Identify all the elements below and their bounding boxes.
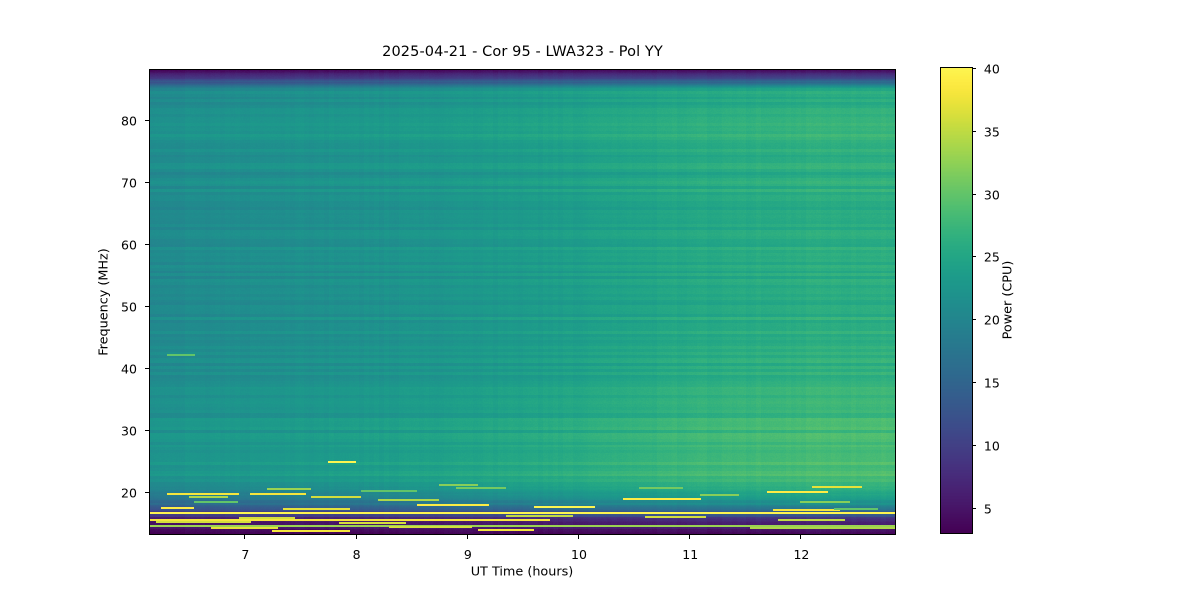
x-axis-label: UT Time (hours) (470, 564, 574, 580)
colorbar-tick: 30 (971, 187, 1000, 202)
page-title: 2025-04-21 - Cor 95 - LWA323 - Pol YY (382, 44, 663, 60)
colorbar-tick-label: 25 (983, 249, 1000, 265)
y-tick-label: 50 (121, 299, 137, 315)
colorbar-tick-label: 30 (983, 187, 1000, 203)
colorbar-tick-label: 10 (983, 438, 1000, 454)
colorbar-tick: 25 (971, 250, 1000, 265)
x-tick: 10 (571, 533, 587, 562)
x-tick-label: 12 (793, 546, 810, 562)
x-tick-label: 7 (241, 546, 250, 562)
y-tick: 60 (121, 237, 150, 252)
y-tick: 20 (121, 485, 150, 500)
colorbar-tick-label: 20 (983, 312, 1000, 328)
x-tick-label: 9 (463, 546, 472, 562)
spectrogram-image (149, 69, 895, 534)
y-tick-label: 30 (121, 423, 137, 439)
colorbar-tick: 15 (971, 376, 1000, 391)
y-tick-label: 20 (121, 485, 137, 501)
y-axis-label: Frequency (MHz) (96, 248, 112, 356)
colorbar-tick: 5 (971, 501, 992, 516)
y-tick-label: 60 (121, 237, 137, 253)
colorbar-tick: 40 (971, 61, 1000, 76)
x-tick: 11 (682, 533, 698, 562)
x-tick-label: 11 (682, 546, 699, 562)
y-tick: 80 (121, 113, 150, 128)
y-tick-label: 80 (121, 113, 137, 128)
spectrogram-axes: 20 30 40 50 60 70 80 7 8 9 10 11 12 (121, 68, 896, 562)
colorbar-tick-label: 15 (983, 375, 1000, 391)
x-tick: 9 (464, 533, 472, 562)
colorbar-axes: 5 10 15 20 25 30 35 40 (939, 61, 1000, 534)
y-tick: 30 (121, 423, 150, 438)
colorbar-tick-label: 5 (983, 501, 992, 517)
y-tick-label: 40 (121, 361, 137, 377)
x-tick-label: 10 (571, 546, 587, 562)
colorbar-tick-label: 35 (983, 124, 1000, 140)
x-tick: 12 (793, 533, 809, 562)
colorbar-label: Power (CPU) (1000, 260, 1016, 340)
colorbar-tick: 10 (971, 438, 1000, 453)
y-tick: 50 (121, 299, 150, 314)
colorbar-gradient (940, 67, 972, 533)
y-tick: 40 (121, 361, 150, 376)
y-tick-label: 70 (121, 175, 137, 191)
colorbar-tick-label: 40 (983, 61, 1000, 77)
x-tick-label: 8 (352, 546, 361, 562)
x-tick: 8 (353, 533, 361, 562)
colorbar-tick: 20 (971, 313, 1000, 328)
x-tick: 7 (241, 533, 249, 562)
colorbar-tick: 35 (971, 124, 1000, 139)
y-tick: 70 (121, 175, 150, 190)
